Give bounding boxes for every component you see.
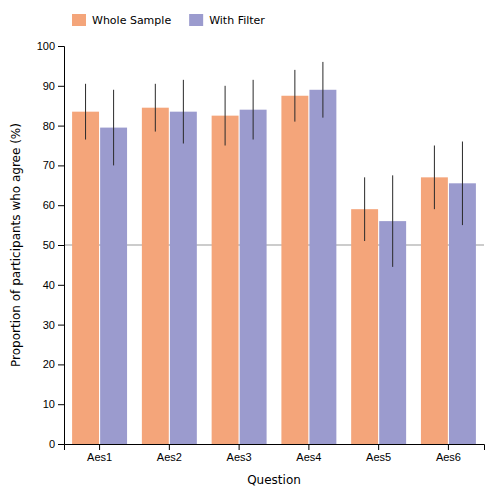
error-bars	[86, 70, 435, 241]
error-bar	[392, 175, 393, 267]
y-tick: 100	[37, 40, 64, 52]
y-axis: 0 10 20 30 40 50 60 70 80 90 100	[37, 40, 65, 450]
error-bar	[364, 177, 365, 241]
y-tick: 20	[43, 358, 64, 370]
y-tick-mark	[58, 126, 64, 127]
legend-label: Whole Sample	[92, 14, 171, 27]
x-axis-line	[65, 445, 485, 451]
x-tick: Aes6	[436, 444, 461, 463]
y-tick: 70	[43, 159, 64, 171]
y-tick-label: 70	[43, 159, 55, 171]
error-bar	[225, 86, 226, 146]
y-tick-mark	[58, 285, 64, 286]
y-tick-mark	[58, 364, 64, 365]
x-tick-mark	[169, 444, 170, 450]
error-bar	[85, 84, 86, 140]
legend-item: With Filter	[189, 14, 265, 27]
x-tick-mark	[378, 444, 379, 450]
x-tick: Aes3	[227, 444, 252, 463]
error-bar	[183, 80, 184, 144]
y-tick-label: 10	[43, 398, 55, 410]
x-tick-label: Aes2	[157, 451, 182, 463]
x-tick-label: Aes6	[436, 451, 461, 463]
plot-root: 0102030405060708090100Aes1Aes2Aes3Aes4Ae…	[9, 40, 485, 487]
y-tick-mark	[58, 165, 64, 166]
bar	[100, 128, 127, 444]
y-tick-label: 20	[43, 358, 55, 370]
x-tick-mark	[99, 444, 100, 450]
y-tick: 40	[43, 279, 64, 291]
y-axis-line	[58, 47, 65, 445]
y-tick-mark	[58, 205, 64, 206]
y-tick-mark	[58, 245, 64, 246]
bar	[421, 177, 448, 444]
bar	[170, 112, 197, 444]
error-bar	[113, 90, 114, 166]
y-tick-mark	[58, 404, 64, 405]
error-bar	[434, 146, 435, 210]
y-tick: 10	[43, 398, 64, 410]
y-tick-label: 50	[43, 239, 55, 251]
y-tick-mark	[58, 46, 64, 47]
legend: Whole Sample With Filter	[72, 14, 265, 27]
error-bar	[322, 62, 323, 118]
error-bar	[155, 84, 156, 132]
chart-svg: 0102030405060708090100Aes1Aes2Aes3Aes4Ae…	[0, 0, 500, 496]
error-bar	[462, 142, 463, 226]
y-tick-label: 80	[43, 120, 55, 132]
y-tick: 30	[43, 319, 64, 331]
y-tick: 90	[43, 80, 64, 92]
x-tick-mark	[448, 444, 449, 450]
x-tick: Aes5	[366, 444, 391, 463]
x-tick: Aes1	[87, 444, 112, 463]
x-tick-label: Aes5	[366, 451, 391, 463]
error-bar	[253, 80, 254, 140]
bar	[72, 112, 99, 444]
bar	[240, 110, 267, 444]
x-tick: Aes4	[296, 444, 321, 463]
x-tick-label: Aes1	[87, 451, 112, 463]
legend-swatch	[72, 14, 86, 26]
y-tick-label: 30	[43, 319, 55, 331]
legend-label: With Filter	[209, 14, 265, 27]
x-tick-label: Aes3	[227, 451, 252, 463]
bar-series	[100, 90, 476, 444]
bar	[281, 96, 308, 444]
x-axis: Aes1 Aes2 Aes3 Aes4 Aes5 Aes6	[65, 444, 485, 463]
y-tick-label: 0	[49, 438, 55, 450]
legend-item: Whole Sample	[72, 14, 171, 27]
y-tick: 50	[43, 239, 64, 251]
y-tick-mark	[58, 325, 64, 326]
y-tick-label: 60	[43, 199, 55, 211]
y-axis-title: Proportion of participants who agree (%)	[9, 123, 23, 367]
y-tick: 60	[43, 199, 64, 211]
legend-swatch	[189, 14, 203, 26]
bar	[351, 209, 378, 444]
plot-area	[64, 62, 484, 444]
x-tick-mark	[239, 444, 240, 450]
y-tick-mark	[58, 444, 64, 445]
bar	[309, 90, 336, 444]
y-tick: 80	[43, 120, 64, 132]
error-bar	[294, 70, 295, 122]
x-tick-label: Aes4	[296, 451, 321, 463]
error-bars	[114, 62, 463, 267]
y-tick-label: 100	[37, 40, 55, 52]
y-tick-label: 40	[43, 279, 55, 291]
bar	[142, 108, 169, 444]
y-tick-mark	[58, 86, 64, 87]
y-tick: 0	[49, 438, 64, 450]
y-tick-label: 90	[43, 80, 55, 92]
bar	[212, 116, 239, 444]
chart-container: 0102030405060708090100Aes1Aes2Aes3Aes4Ae…	[0, 0, 500, 496]
x-tick: Aes2	[157, 444, 182, 463]
bar-series	[72, 96, 448, 444]
x-axis-title: Question	[247, 473, 301, 487]
x-tick-mark	[308, 444, 309, 450]
